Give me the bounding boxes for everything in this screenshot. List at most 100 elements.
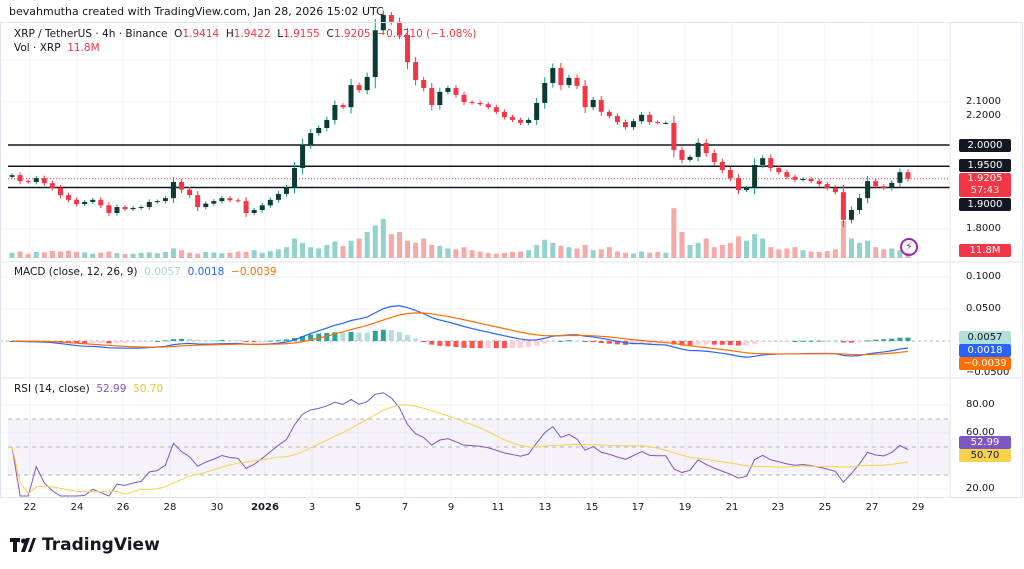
candle-body [251,210,257,213]
volume-bar [509,251,515,258]
candle-body [437,91,443,106]
volume-bar [283,247,289,258]
candle-body [388,14,394,22]
macd-legend[interactable]: MACD (close, 12, 26, 9) 0.0057 0.0018 −0… [14,266,277,278]
macd-signal-tag: −0.0039 [959,357,1011,370]
time-axis-label: 11 [491,502,505,513]
volume-bars [9,208,911,258]
candle-body [267,199,273,206]
candle-body [453,88,459,95]
macd-value: 0.0018 [187,266,225,278]
macd-histogram-bar [195,339,201,341]
candle-body [461,94,467,103]
candle-body [283,187,289,194]
macd-histogram-bar [340,332,346,341]
macd-histogram-bar [187,339,193,341]
volume-bar [235,251,241,258]
volume-bar [590,250,596,258]
line-tag-19: 1.9000 [959,198,1011,211]
volume-bar [719,245,725,258]
candle-body [840,192,846,220]
candle-body [542,82,548,103]
volume-bar [429,245,435,258]
candle-body [57,187,63,196]
candle-body [348,85,354,108]
rsi-axis-label: 80.00 [966,399,995,410]
rsi-title: RSI (14, close) [14,383,90,395]
macd-hist-tag: 0.0057 [959,331,1011,344]
volume-bar [17,251,23,258]
volume-bar [90,253,96,258]
macd-histogram-bar [735,341,741,346]
candle-body [518,119,524,123]
candle-body [792,176,798,180]
volume-bar [501,252,507,258]
macd-histogram-bar [857,341,863,342]
macd-histogram-bar [106,341,112,344]
line-tag-195: 1.9500 [959,159,1011,172]
volume-bar [808,251,814,258]
candle-body [719,162,725,171]
macd-histogram-bar [631,341,637,345]
rsi-legend[interactable]: RSI (14, close) 52.99 50.70 [14,383,163,395]
rsi-tag: 52.99 [959,436,1011,449]
macd-histogram-bar [614,341,620,345]
macd-histogram-bar [469,341,475,349]
volume-bar [170,248,176,258]
candle-body [671,122,677,151]
candle-body [816,181,822,185]
macd-histogram-bar [574,340,580,342]
volume-tag: 11.8M [959,244,1011,257]
volume-bar [316,248,322,258]
macd-histogram-bar [259,341,265,342]
macd-histogram-bar [445,341,451,347]
macd-histogram-bar [243,341,249,342]
macd-histogram-bar [550,341,556,342]
macd-histogram-bar [429,341,435,345]
price-axis-label: 2.2000 [966,110,1001,121]
symbol-legend[interactable]: XRP / TetherUS · 4h · Binance O1.9414 H1… [14,28,477,40]
volume-bar [405,240,411,258]
volume-bar [582,245,588,258]
candle-body [655,122,661,124]
macd-histogram-bar [501,341,507,349]
macd-hist-value: 0.0057 [144,266,181,278]
volume-bar [542,239,548,258]
candle-body [534,102,540,120]
candle-body [316,128,322,134]
candle-body [808,179,814,182]
volume-value: 11.8M [67,42,100,54]
volume-bar [461,247,467,258]
volume-bar [889,248,895,258]
candle-body [905,172,911,179]
volume-bar [727,242,733,258]
volume-bar [41,252,47,258]
time-axis-label: 15 [585,502,599,513]
candle-body [187,189,193,196]
candle-body [227,198,233,201]
chart-credit: bevahmutha created with TradingView.com,… [9,5,384,18]
macd-histogram-bar [421,341,427,342]
time-axis-label: 2026 [251,502,279,513]
candle-body [477,102,483,105]
macd-histogram-bar [146,341,152,342]
macd-histogram-bar [283,339,289,341]
horizontal-lines [8,144,950,189]
volume-bar [211,252,217,258]
macd-histogram-bar [453,341,459,348]
candle-body [711,153,717,162]
candle-body [509,116,515,120]
volume-bar [9,252,15,258]
time-axis-label: 7 [401,502,409,513]
low-value: 1.9155 [283,28,320,40]
candle-body [445,88,451,92]
volume-legend[interactable]: Vol · XRP 11.8M [14,42,100,54]
candle-body [832,187,838,193]
volume-bar [606,247,612,258]
candle-body [768,158,774,168]
rsi-axis-label: 60.00 [966,427,995,438]
volume-bar [300,242,306,258]
volume-bar [622,252,628,258]
lightning-icon[interactable]: ⚡ [900,238,918,256]
